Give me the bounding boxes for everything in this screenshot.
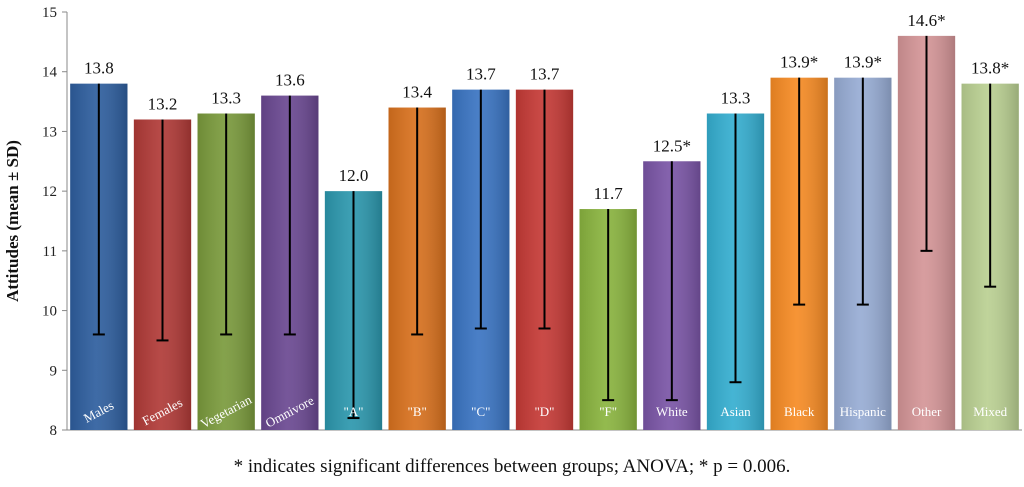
category-label: "B" [408, 404, 427, 419]
y-tick-label: 14 [42, 65, 58, 81]
category-label: "C" [471, 404, 490, 419]
category-label: "D" [534, 404, 554, 419]
category-label: Black [784, 404, 815, 419]
y-tick-label: 11 [43, 244, 57, 260]
category-label: Mixed [973, 404, 1007, 419]
category-label: Hispanic [840, 404, 886, 419]
y-tick-label: 12 [42, 184, 57, 200]
category-label: "A" [343, 404, 363, 419]
y-tick-label: 13 [42, 124, 57, 140]
data-label: 12.5* [653, 136, 691, 155]
category-label: Other [912, 404, 942, 419]
category-label: White [656, 404, 688, 419]
data-label: 11.7 [594, 184, 624, 203]
data-label: 13.2 [148, 94, 178, 113]
data-label: 13.7 [466, 65, 496, 84]
y-tick-label: 8 [50, 423, 58, 439]
data-label: 12.0 [339, 166, 369, 185]
y-tick-label: 15 [42, 5, 57, 21]
y-tick-label: 10 [42, 304, 57, 320]
footnote: * indicates significant differences betw… [234, 456, 791, 477]
data-label: 13.8* [971, 59, 1009, 78]
category-label: Asian [720, 404, 751, 419]
data-label: 13.3 [721, 89, 751, 108]
y-tick-label: 9 [50, 363, 58, 379]
data-label: 13.8 [84, 59, 114, 78]
data-label: 13.7 [530, 65, 560, 84]
category-label: "F" [599, 404, 617, 419]
data-label: 13.9* [844, 53, 882, 72]
data-label: 14.6* [907, 11, 945, 30]
y-axis-label: Attitudes (mean ± SD) [3, 140, 22, 302]
data-label: 13.9* [780, 53, 818, 72]
data-label: 13.6 [275, 71, 305, 90]
data-label: 13.3 [211, 89, 241, 108]
data-label: 13.4 [402, 83, 432, 102]
